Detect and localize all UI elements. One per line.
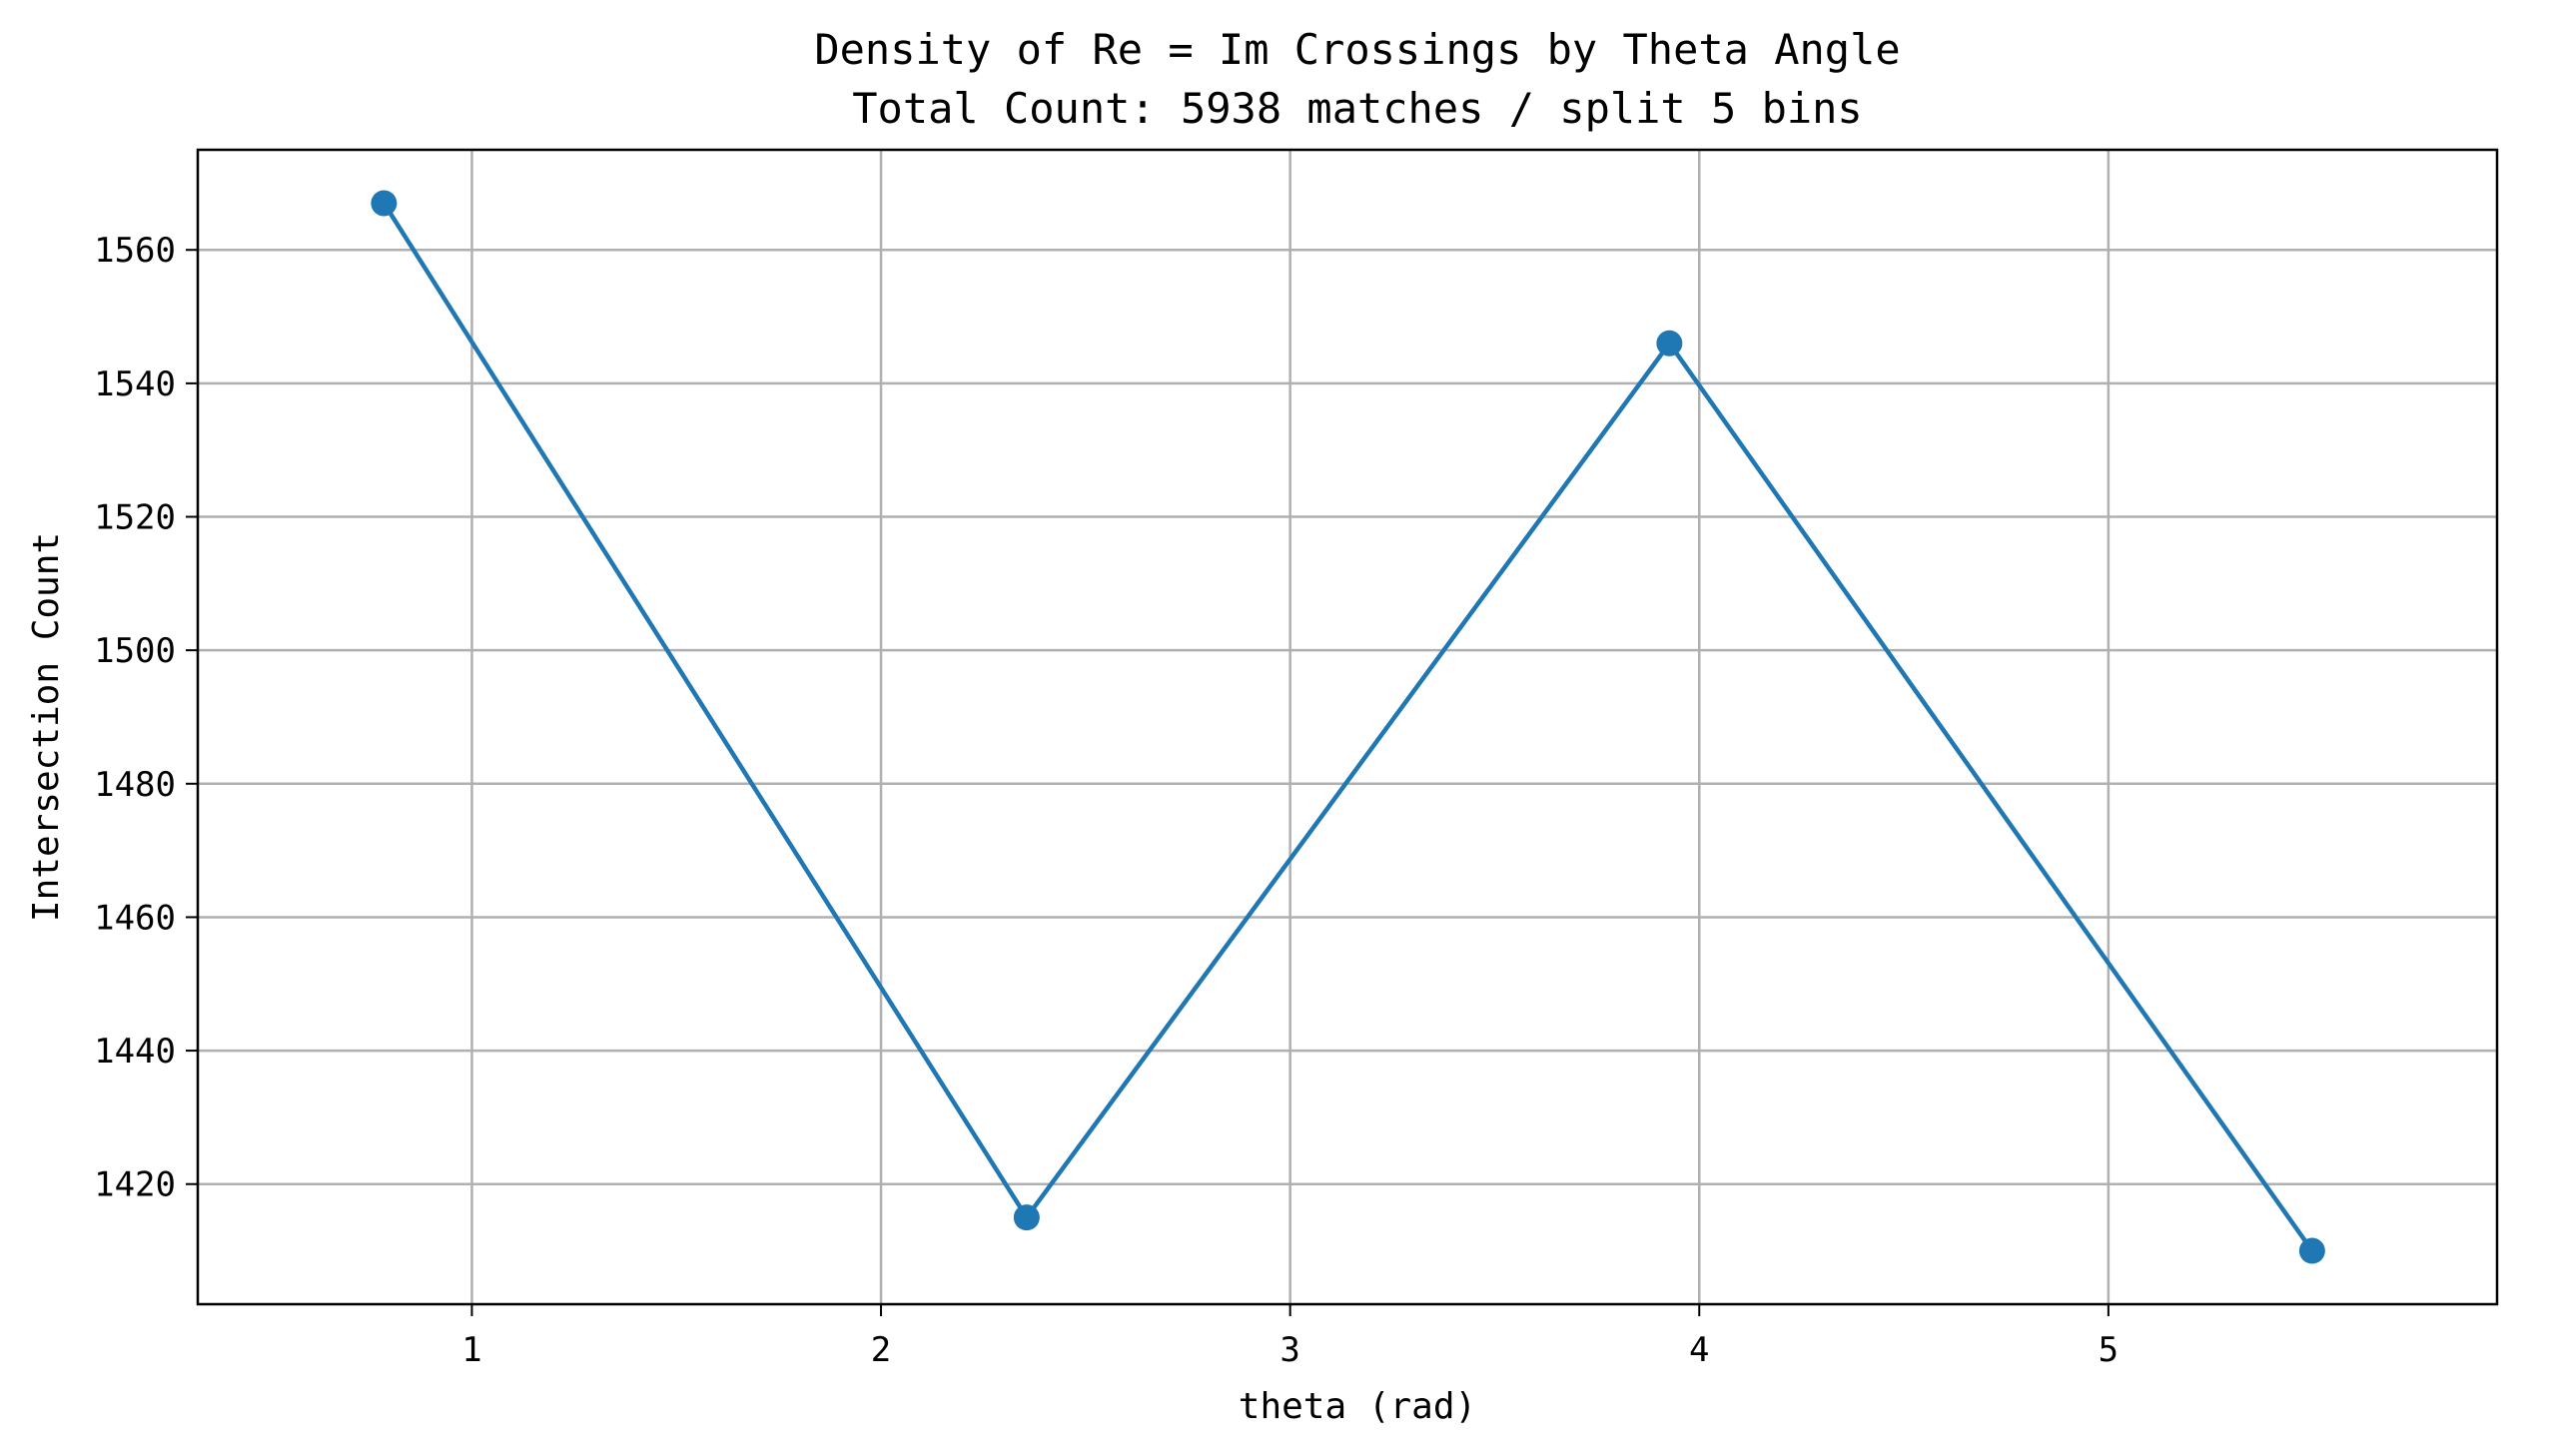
data-point xyxy=(1013,1204,1040,1231)
x-tick-label: 4 xyxy=(1689,1330,1709,1370)
y-tick-label: 1420 xyxy=(94,1165,176,1205)
y-tick-label: 1520 xyxy=(94,498,176,538)
axis-ticks: 1 2 3 4 5 1420 1440 1460 1480 1500 1520 1540 1560 xyxy=(94,231,2119,1370)
series-line xyxy=(382,202,2314,1252)
y-tick-label: 1540 xyxy=(94,364,176,404)
y-tick-label: 1560 xyxy=(94,231,176,271)
series-layer xyxy=(371,190,2325,1264)
x-tick-label: 5 xyxy=(2099,1330,2119,1370)
data-point xyxy=(1656,330,1683,357)
plot-area-frame xyxy=(196,148,2499,1306)
x-tick-label: 3 xyxy=(1279,1330,1299,1370)
x-tick-label: 1 xyxy=(461,1330,481,1370)
y-tick-label: 1480 xyxy=(94,765,176,805)
y-tick-label: 1460 xyxy=(94,898,176,938)
data-point xyxy=(2298,1237,2325,1264)
y-tick-label: 1500 xyxy=(94,631,176,671)
x-tick-label: 2 xyxy=(871,1330,891,1370)
chart-title: Density of Re = Im Crossings by Theta An… xyxy=(814,25,1900,74)
chart-subtitle: Total Count: 5938 matches / split 5 bins xyxy=(852,84,1862,133)
y-axis-label: Intersection Count xyxy=(26,532,67,922)
data-point xyxy=(371,190,398,217)
x-axis-label: theta (rad) xyxy=(1239,1386,1476,1427)
y-tick-label: 1440 xyxy=(94,1032,176,1072)
